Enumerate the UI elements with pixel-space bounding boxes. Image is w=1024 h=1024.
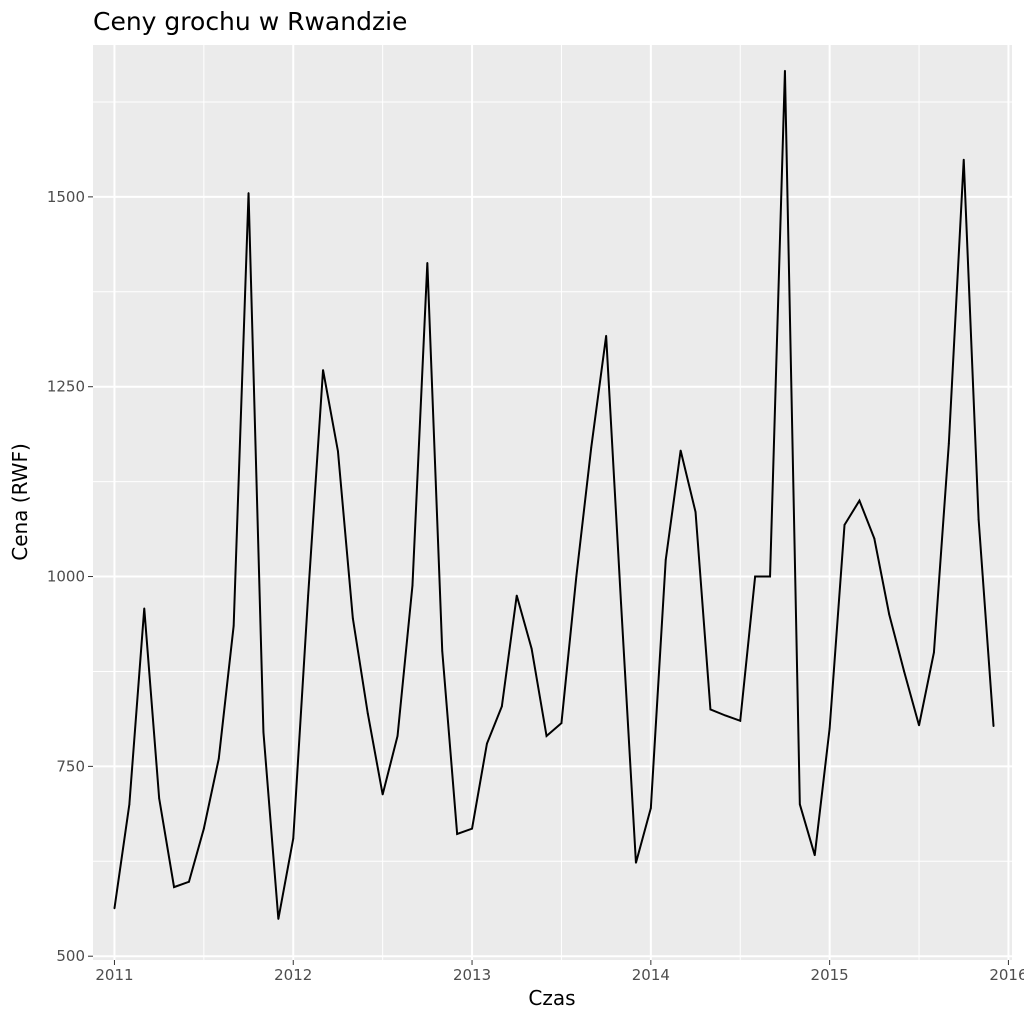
data-point (724, 714, 727, 717)
data-point (545, 735, 548, 737)
data-point (337, 450, 339, 453)
data-point (858, 499, 861, 502)
data-point (620, 602, 622, 605)
y-axis: 500 750 1000 1250 1500 (47, 188, 93, 965)
data-point (217, 757, 220, 760)
data-point (277, 918, 280, 920)
x-tick-label: 2012 (274, 966, 312, 984)
y-tick-label: 750 (56, 757, 85, 775)
data-point (515, 594, 518, 597)
data-point (992, 725, 995, 728)
data-point (828, 727, 831, 730)
data-point (247, 192, 250, 194)
data-point (947, 442, 950, 445)
data-point (813, 854, 816, 857)
data-point (411, 584, 414, 587)
plot-panel (93, 45, 1012, 960)
data-point (262, 731, 265, 734)
data-point (188, 880, 190, 883)
data-point (381, 793, 384, 796)
data-point (232, 624, 235, 627)
x-tick-label: 2014 (632, 966, 670, 984)
data-point (769, 575, 771, 578)
chart-title: Ceny grochu w Rwandzie (93, 7, 407, 36)
data-point (366, 712, 369, 715)
data-point (873, 537, 876, 540)
data-point (322, 369, 324, 371)
data-point (635, 861, 637, 864)
data-point (709, 708, 712, 711)
data-point (158, 797, 161, 800)
data-point (456, 833, 459, 835)
data-point (575, 575, 578, 578)
data-point (590, 446, 593, 449)
series-points (113, 69, 995, 920)
data-point (977, 518, 980, 521)
series-line (113, 70, 995, 920)
data-point (560, 722, 563, 724)
data-point (649, 807, 652, 810)
y-tick-label: 500 (56, 947, 85, 965)
data-point (426, 262, 429, 264)
data-point (918, 724, 920, 727)
data-point (843, 524, 846, 526)
data-point (351, 617, 354, 620)
data-point (933, 651, 935, 654)
data-point (441, 650, 444, 652)
data-point (888, 613, 891, 616)
data-point (754, 575, 757, 578)
y-tick-label: 1000 (47, 568, 85, 586)
data-point (143, 607, 146, 610)
data-point (173, 886, 175, 888)
data-point (128, 803, 131, 806)
data-point (307, 594, 310, 597)
data-point (798, 803, 801, 806)
data-point (471, 827, 473, 830)
data-point (664, 558, 667, 561)
data-point (739, 719, 742, 722)
x-tick-label: 2013 (453, 966, 491, 984)
data-point (292, 837, 295, 840)
data-point (962, 158, 965, 161)
x-tick-label: 2015 (811, 966, 849, 984)
data-point (605, 334, 608, 337)
x-axis: 2011 2012 2013 2014 2015 2016 (95, 960, 1024, 984)
data-point (903, 670, 906, 673)
y-tick-label: 1250 (47, 378, 85, 396)
data-point (396, 735, 399, 737)
major-grid (93, 45, 1012, 960)
data-point (679, 449, 682, 452)
data-point (113, 907, 116, 910)
y-axis-title: Cena (RWF) (8, 443, 32, 561)
data-point (784, 69, 786, 72)
data-point (486, 742, 488, 745)
y-tick-label: 1500 (47, 188, 85, 206)
data-point (530, 647, 533, 650)
data-point (694, 511, 697, 513)
x-tick-label: 2016 (989, 966, 1024, 984)
x-axis-title: Czas (528, 986, 575, 1010)
data-point (500, 705, 503, 708)
data-point (202, 827, 205, 830)
x-tick-label: 2011 (95, 966, 133, 984)
